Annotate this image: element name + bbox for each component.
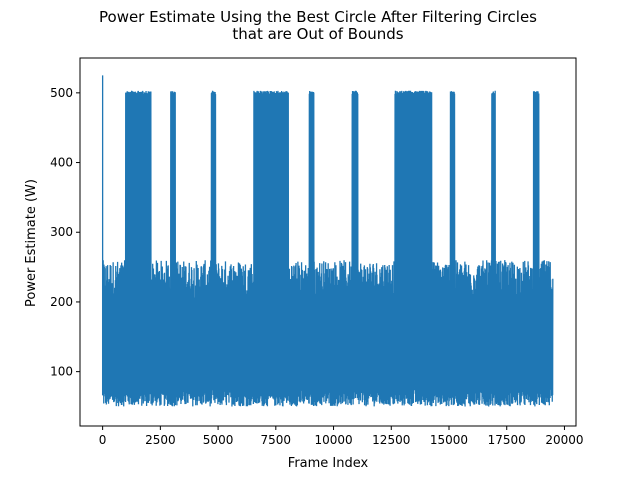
y-tick-label: 500 [50, 86, 73, 100]
chart-title: Power Estimate Using the Best Circle Aft… [99, 8, 537, 43]
axes-frame [79, 57, 577, 427]
chart-title-line: that are Out of Bounds [232, 25, 403, 43]
y-tick-label: 400 [50, 156, 73, 170]
axis-ticks: 0 2500 5000 7500 10000 12500 15000 17500 20000 10… [50, 86, 583, 447]
x-tick-label: 7500 [261, 433, 292, 447]
y-tick-label: 100 [50, 365, 73, 379]
x-tick-label: 0 [99, 433, 107, 447]
x-tick-label: 15000 [430, 433, 468, 447]
x-tick-label: 17500 [488, 433, 526, 447]
y-tick-label: 200 [50, 295, 73, 309]
x-tick-label: 20000 [545, 433, 583, 447]
plot-area [79, 57, 577, 427]
chart-title-line: Power Estimate Using the Best Circle Aft… [99, 8, 537, 26]
x-tick-label: 12500 [372, 433, 410, 447]
y-axis-label: Power Estimate (W) [24, 179, 39, 307]
x-tick-label: 10000 [314, 433, 352, 447]
y-tick-label: 300 [50, 225, 73, 239]
x-tick-label: 2500 [145, 433, 176, 447]
series-line [101, 75, 554, 407]
x-tick-label: 5000 [203, 433, 234, 447]
x-axis-label: Frame Index [288, 456, 369, 471]
